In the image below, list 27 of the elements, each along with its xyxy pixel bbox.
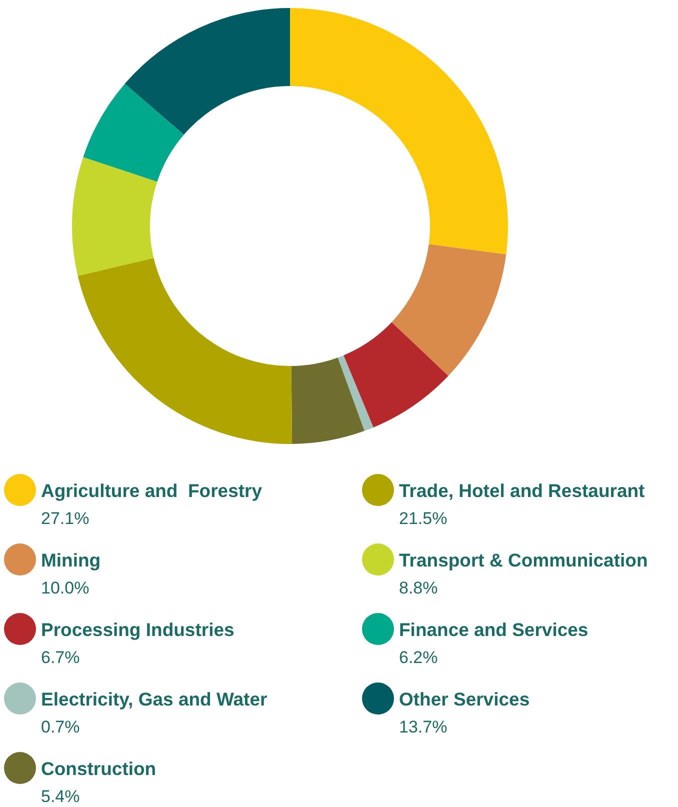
data-label: 6.7% xyxy=(41,648,80,667)
legend-label: Finance and Services xyxy=(399,619,588,640)
legend-label: Transport & Communication xyxy=(399,550,648,570)
legend-label: Other Services xyxy=(399,688,530,710)
data-label: 13.7% xyxy=(399,718,448,736)
legend-label: Trade, Hotel and Restaurant xyxy=(399,480,645,501)
donut-slice xyxy=(291,358,364,444)
donut-slice xyxy=(124,8,290,135)
data-label: 10.0% xyxy=(41,578,90,598)
legend-label: Mining xyxy=(41,550,101,570)
legend-label: Electricity, Gas and Water xyxy=(41,688,268,710)
donut-slice xyxy=(72,157,158,276)
donut-slice xyxy=(290,8,508,254)
data-label: 0.7% xyxy=(41,718,80,736)
donut-slice xyxy=(392,244,506,376)
donut-slice xyxy=(338,355,374,431)
legend-label: Construction xyxy=(41,758,156,779)
data-label: 21.5% xyxy=(399,509,448,528)
data-label: 6.2% xyxy=(399,648,438,667)
donut-slice xyxy=(344,322,448,428)
donut-slice xyxy=(78,258,292,444)
data-label: 5.4% xyxy=(41,787,80,806)
legend-label: Processing Industries xyxy=(41,619,234,640)
data-label: 8.8% xyxy=(399,578,438,598)
donut-slice xyxy=(83,84,184,182)
data-label: 27.1% xyxy=(41,509,90,528)
legend-label: Agriculture and Forestry xyxy=(41,480,263,501)
